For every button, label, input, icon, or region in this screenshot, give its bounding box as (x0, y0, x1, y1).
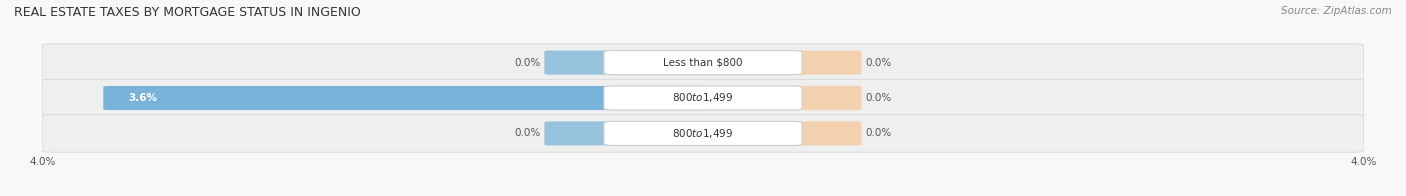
FancyBboxPatch shape (42, 79, 1364, 117)
FancyBboxPatch shape (789, 86, 862, 110)
FancyBboxPatch shape (42, 115, 1364, 152)
FancyBboxPatch shape (603, 51, 801, 75)
Text: 0.0%: 0.0% (515, 128, 541, 138)
Text: Source: ZipAtlas.com: Source: ZipAtlas.com (1281, 6, 1392, 16)
Text: 0.0%: 0.0% (865, 93, 891, 103)
Text: $800 to $1,499: $800 to $1,499 (672, 127, 734, 140)
Text: 0.0%: 0.0% (865, 128, 891, 138)
FancyBboxPatch shape (544, 121, 617, 145)
FancyBboxPatch shape (603, 121, 801, 145)
FancyBboxPatch shape (42, 44, 1364, 81)
FancyBboxPatch shape (544, 51, 617, 75)
FancyBboxPatch shape (789, 121, 862, 145)
Text: $800 to $1,499: $800 to $1,499 (672, 92, 734, 104)
FancyBboxPatch shape (103, 86, 709, 110)
Text: 0.0%: 0.0% (865, 58, 891, 68)
Text: REAL ESTATE TAXES BY MORTGAGE STATUS IN INGENIO: REAL ESTATE TAXES BY MORTGAGE STATUS IN … (14, 6, 361, 19)
FancyBboxPatch shape (789, 51, 862, 75)
FancyBboxPatch shape (603, 86, 801, 110)
Text: Less than $800: Less than $800 (664, 58, 742, 68)
Text: 0.0%: 0.0% (515, 58, 541, 68)
Text: 3.6%: 3.6% (128, 93, 157, 103)
